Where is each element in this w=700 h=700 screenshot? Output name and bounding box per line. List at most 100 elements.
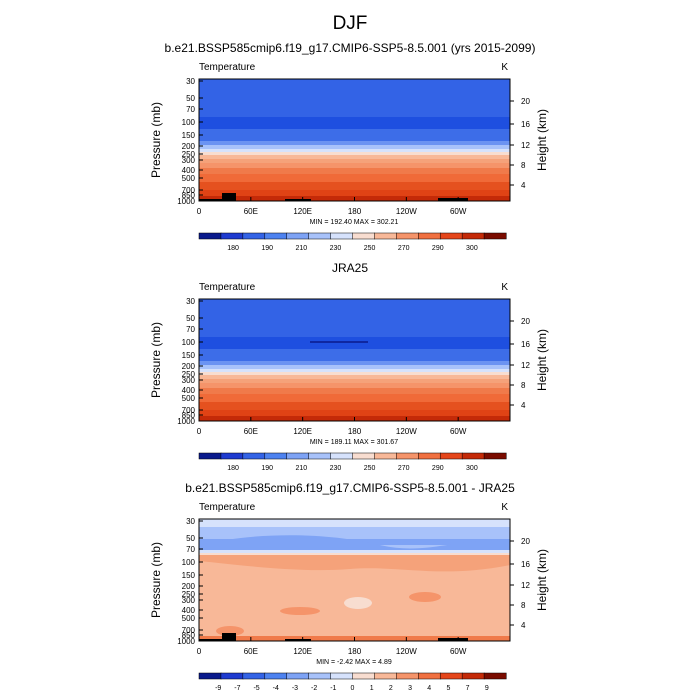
colorbar-label: 3 [408, 685, 412, 692]
colorbar-box [242, 672, 266, 680]
contour-patch [344, 597, 372, 609]
colorbar-label: 180 [227, 465, 239, 472]
colorbar-box [461, 232, 485, 240]
colorbar-box [220, 232, 244, 240]
y-tick-label: 500 [182, 614, 196, 623]
y-tick-label: 400 [182, 606, 196, 615]
colorbar-box [308, 232, 332, 240]
x-tick-label: 0 [197, 427, 202, 436]
contour-band [199, 519, 510, 528]
colorbar-box [286, 672, 310, 680]
x-tick-label: 120W [396, 427, 417, 436]
contour-band [199, 159, 510, 164]
contour-band [199, 117, 510, 130]
colorbar-box [286, 232, 310, 240]
colorbar-label: -1 [330, 685, 336, 692]
contour-band [199, 182, 510, 191]
colorbar-box [396, 232, 419, 240]
y-tick-label: 200 [182, 362, 196, 371]
x-tick-label: 180 [348, 207, 362, 216]
colorbar-box [396, 452, 419, 460]
y-tick-label: 250 [182, 150, 196, 159]
contour-band [199, 375, 510, 380]
topography [285, 199, 311, 201]
colorbar-box [330, 672, 354, 680]
y-tick-label: 100 [182, 338, 196, 347]
colorbar-box [483, 452, 507, 460]
y-tick-label: 70 [186, 545, 195, 554]
colorbar-box [220, 672, 244, 680]
colorbar-box [483, 672, 507, 680]
colorbar-box [242, 452, 266, 460]
colorbar-label: 190 [261, 245, 273, 252]
colorbar-box [308, 672, 332, 680]
y2-tick-label: 20 [521, 317, 530, 326]
colorbar-label: 300 [466, 245, 478, 252]
contour-band [199, 129, 510, 142]
y2-tick-label: 16 [521, 560, 530, 569]
topography [285, 639, 311, 641]
colorbar-box [264, 452, 288, 460]
colorbar-box [198, 232, 222, 240]
y2-tick-label: 16 [521, 120, 530, 129]
topography [222, 193, 236, 201]
y-tick-label: 250 [182, 370, 196, 379]
contour-band [199, 163, 510, 169]
x-tick-label: 60W [450, 207, 467, 216]
x-tick-label: 120E [293, 207, 312, 216]
y-tick-label: 200 [182, 142, 196, 151]
variable-label: Temperature [199, 282, 256, 293]
units-label: K [501, 502, 508, 513]
colorbar-label: 2 [389, 685, 393, 692]
y-tick-label: 150 [182, 351, 196, 360]
y2-axis-label: Height (km) [535, 109, 549, 171]
y2-tick-label: 8 [521, 381, 526, 390]
contour-field [199, 299, 510, 421]
contour-band [199, 383, 510, 389]
colorbar-label: -3 [292, 685, 298, 692]
contour-band [199, 190, 510, 197]
topography [438, 638, 468, 641]
y2-tick-label: 20 [521, 537, 530, 546]
colorbar-label: 230 [330, 245, 342, 252]
y-tick-label: 100 [182, 558, 196, 567]
y-tick-label: 1000 [177, 417, 195, 426]
y-tick-label: 100 [182, 118, 196, 127]
contour-band [199, 379, 510, 384]
y-tick-label: 30 [186, 297, 195, 306]
colorbar-box [308, 452, 332, 460]
y-tick-label: 150 [182, 131, 196, 140]
contour-band [199, 174, 510, 183]
colorbar-label: 230 [330, 465, 342, 472]
contour-band [199, 168, 510, 175]
contour-band [199, 299, 510, 338]
contour-patch [199, 535, 510, 550]
colorbar-label: 250 [364, 465, 376, 472]
contour-band [199, 394, 510, 403]
units-label: K [501, 282, 508, 293]
panel-title: b.e21.BSSP585cmip6.f19_g17.CMIP6-SSP5-8.… [165, 41, 536, 55]
colorbar-box [352, 232, 375, 240]
contour-band [199, 337, 510, 350]
page-title: DJF [332, 13, 368, 34]
colorbar-label: 210 [295, 465, 307, 472]
colorbar-box [418, 232, 441, 240]
y-tick-label: 400 [182, 386, 196, 395]
y-tick-label: 50 [186, 314, 195, 323]
colorbar-label: 180 [227, 245, 239, 252]
y2-tick-label: 4 [521, 621, 526, 630]
colorbar-box [264, 672, 288, 680]
y-tick-label: 850 [182, 631, 196, 640]
colorbar-box [374, 232, 397, 240]
y-tick-label: 300 [182, 376, 196, 385]
colorbar-box [220, 452, 244, 460]
contour-band [199, 155, 510, 160]
y2-axis-label: Height (km) [535, 329, 549, 391]
y-tick-label: 700 [182, 406, 196, 415]
x-tick-label: 60E [244, 427, 258, 436]
contour-patch [199, 555, 510, 572]
panel-title: JRA25 [332, 261, 368, 275]
colorbar-label: 290 [432, 465, 444, 472]
